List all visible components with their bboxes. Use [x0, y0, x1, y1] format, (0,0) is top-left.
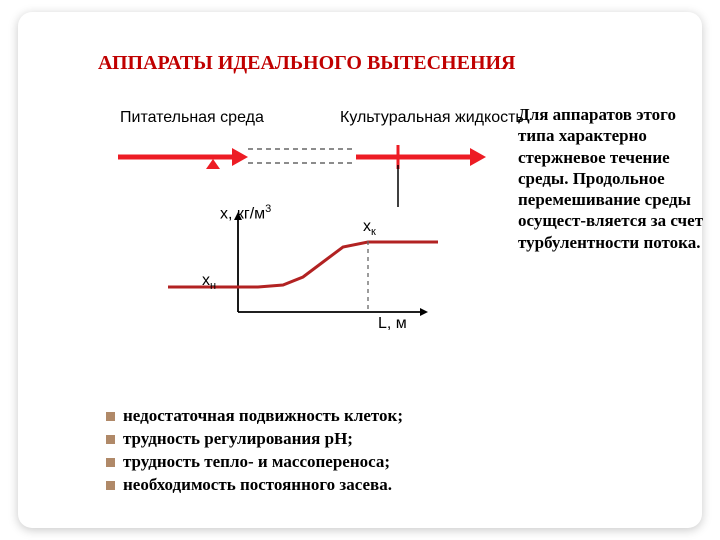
- bullet-marker-icon: [106, 435, 115, 444]
- bullet-item: трудность тепло- и массопереноса;: [106, 452, 403, 472]
- bullet-item: недостаточная подвижность клеток;: [106, 406, 403, 426]
- bullet-item: необходимость постоянного засева.: [106, 475, 403, 495]
- feed-label: Питательная среда: [120, 109, 264, 127]
- bullet-text: недостаточная подвижность клеток;: [123, 406, 403, 426]
- description-paragraph: Для аппаратов этого типа характерно стер…: [518, 104, 713, 253]
- flow-arrows: [118, 145, 486, 207]
- yaxis-label: х, кг/м3: [220, 203, 271, 223]
- slide-title: АППАРАТЫ ИДЕАЛЬНОГО ВЫТЕСНЕНИЯ: [98, 52, 516, 75]
- xk-label: хк: [363, 218, 376, 238]
- xaxis-label: L, м: [378, 315, 407, 333]
- xn-label: хн: [202, 272, 216, 292]
- bullet-text: необходимость постоянного засева.: [123, 475, 392, 495]
- bullet-text: трудность тепло- и массопереноса;: [123, 452, 390, 472]
- bullet-marker-icon: [106, 412, 115, 421]
- diagram: Питательная среда Культуральная жидкость…: [108, 117, 508, 357]
- diagram-svg: [108, 117, 508, 357]
- bullet-marker-icon: [106, 458, 115, 467]
- product-label: Культуральная жидкость: [340, 109, 524, 127]
- bullet-text: трудность регулирования рН;: [123, 429, 353, 449]
- slide: АППАРАТЫ ИДЕАЛЬНОГО ВЫТЕСНЕНИЯ Для аппар…: [18, 12, 702, 528]
- chart-group: [168, 212, 438, 316]
- bullet-list: недостаточная подвижность клеток; труднос…: [106, 406, 403, 498]
- bullet-marker-icon: [106, 481, 115, 490]
- bullet-item: трудность регулирования рН;: [106, 429, 403, 449]
